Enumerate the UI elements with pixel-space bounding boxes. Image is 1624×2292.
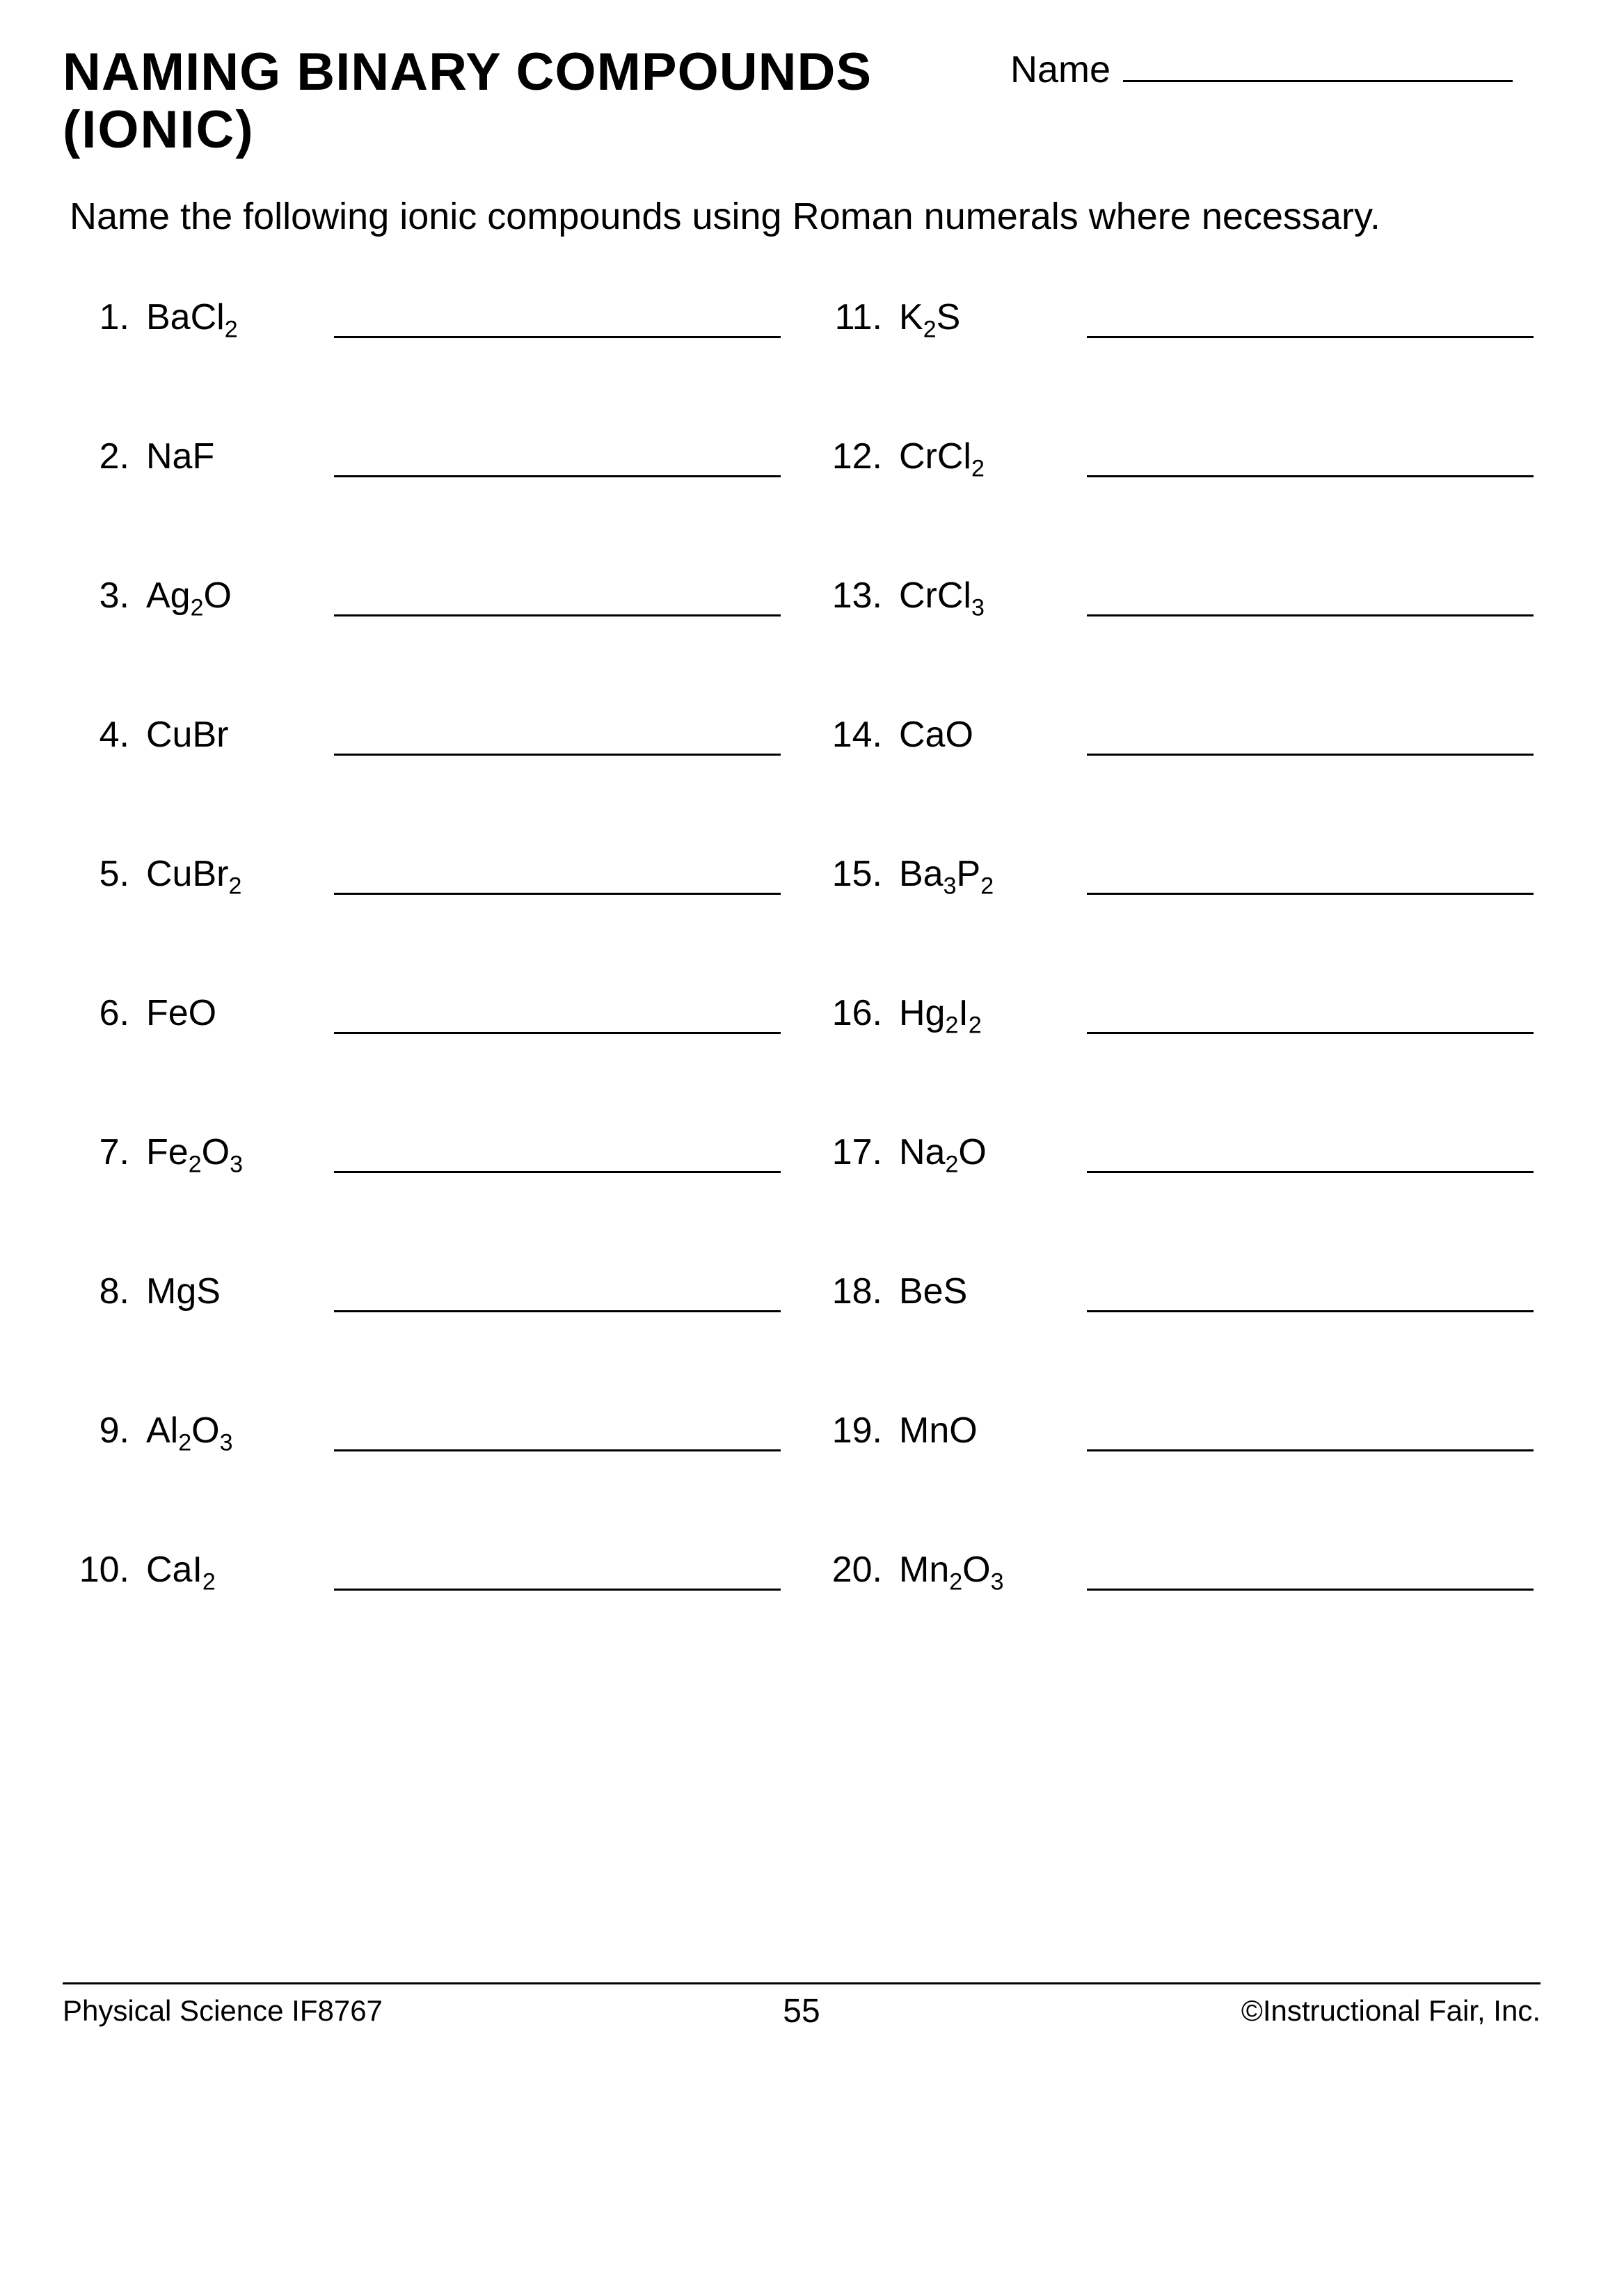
answer-blank-line[interactable] [334,583,781,616]
answer-blank-line[interactable] [334,305,781,338]
question-number: 7. [70,1131,139,1173]
question-item: 5.CuBr2 [70,843,781,895]
question-item: 1.BaCl2 [70,287,781,338]
worksheet-title-line2: (IONIC) [63,100,1010,160]
answer-blank-line[interactable] [1087,444,1534,477]
answer-blank-line[interactable] [334,722,781,756]
chemical-formula: BaCl2 [139,296,313,338]
answer-blank-line[interactable] [1087,1418,1534,1451]
chemical-formula: FeO [139,992,313,1034]
answer-blank-line[interactable] [1087,1140,1534,1173]
chemical-formula: CuBr2 [139,853,313,895]
question-item: 6.FeO [70,982,781,1034]
question-number: 19. [822,1410,892,1451]
question-item: 12.CrCl2 [822,426,1534,477]
answer-blank-line[interactable] [1087,1557,1534,1591]
right-column: 11.K2S 12.CrCl2 13.CrCl3 14.CaO 15.Ba3P2 16.H… [822,287,1534,1678]
question-number: 2. [70,436,139,477]
answer-blank-line[interactable] [334,861,781,895]
question-item: 8.MgS [70,1261,781,1312]
name-field: Name [1010,47,1513,91]
question-number: 18. [822,1271,892,1312]
question-number: 10. [70,1549,139,1591]
question-item: 10.CaI2 [70,1539,781,1591]
question-number: 13. [822,575,892,616]
question-item: 15.Ba3P2 [822,843,1534,895]
question-number: 16. [822,992,892,1034]
answer-blank-line[interactable] [334,444,781,477]
chemical-formula: CrCl2 [892,436,1066,477]
left-column: 1.BaCl22.NaF3.Ag2O4.CuBr5.CuBr26.FeO7.Fe… [70,287,781,1678]
question-number: 8. [70,1271,139,1312]
chemical-formula: Ag2O [139,575,313,616]
title-block: NAMING BINARY COMPOUNDS (IONIC) [63,42,1010,160]
answer-blank-line[interactable] [334,1279,781,1312]
chemical-formula: Na2O [892,1131,1066,1173]
question-item: 7.Fe2O3 [70,1122,781,1173]
chemical-formula: Al2O3 [139,1410,313,1451]
chemical-formula: Hg2I2 [892,992,1066,1034]
question-number: 20. [822,1549,892,1591]
answer-blank-line[interactable] [1087,305,1534,338]
question-item: 16.Hg2I2 [822,982,1534,1034]
question-number: 14. [822,714,892,756]
chemical-formula: CaI2 [139,1549,313,1591]
question-number: 1. [70,296,139,338]
question-item: 19.MnO [822,1400,1534,1451]
question-number: 15. [822,853,892,895]
question-number: 3. [70,575,139,616]
name-blank-line[interactable] [1123,47,1513,82]
worksheet-title-line1: NAMING BINARY COMPOUNDS [63,42,1010,102]
question-item: 14.CaO [822,704,1534,756]
question-item: 20.Mn2O3 [822,1539,1534,1591]
question-item: 11.K2S [822,287,1534,338]
question-item: 9.Al2O3 [70,1400,781,1451]
chemical-formula: CaO [892,714,1066,756]
name-label: Name [1010,48,1110,91]
question-item: 18.BeS [822,1261,1534,1312]
answer-blank-line[interactable] [1087,1279,1534,1312]
question-item: 4.CuBr [70,704,781,756]
chemical-formula: BeS [892,1271,1066,1312]
question-number: 9. [70,1410,139,1451]
question-number: 6. [70,992,139,1034]
question-number: 4. [70,714,139,756]
question-number: 5. [70,853,139,895]
page-footer: Physical Science IF8767 55 ©Instructiona… [63,1982,1541,2028]
question-columns: 1.BaCl22.NaF3.Ag2O4.CuBr5.CuBr26.FeO7.Fe… [63,287,1541,1678]
answer-blank-line[interactable] [334,1001,781,1034]
answer-blank-line[interactable] [334,1557,781,1591]
chemical-formula: CuBr [139,714,313,756]
question-item: 13.CrCl3 [822,565,1534,616]
answer-blank-line[interactable] [1087,1001,1534,1034]
chemical-formula: Mn2O3 [892,1549,1066,1591]
question-number: 17. [822,1131,892,1173]
answer-blank-line[interactable] [334,1140,781,1173]
footer-left: Physical Science IF8767 [63,1994,383,2028]
footer-right: ©Instructional Fair, Inc. [1241,1994,1541,2028]
answer-blank-line[interactable] [1087,583,1534,616]
footer-page-number: 55 [783,1992,820,2030]
chemical-formula: MnO [892,1410,1066,1451]
question-item: 17.Na2O [822,1122,1534,1173]
question-number: 12. [822,436,892,477]
header-row: NAMING BINARY COMPOUNDS (IONIC) Name [63,42,1541,160]
answer-blank-line[interactable] [334,1418,781,1451]
answer-blank-line[interactable] [1087,722,1534,756]
question-number: 11. [822,296,892,338]
chemical-formula: MgS [139,1271,313,1312]
chemical-formula: Ba3P2 [892,853,1066,895]
chemical-formula: CrCl3 [892,575,1066,616]
chemical-formula: K2S [892,296,1066,338]
chemical-formula: NaF [139,436,313,477]
question-item: 3.Ag2O [70,565,781,616]
question-item: 2.NaF [70,426,781,477]
answer-blank-line[interactable] [1087,861,1534,895]
instructions-text: Name the following ionic compounds using… [70,195,1541,238]
chemical-formula: Fe2O3 [139,1131,313,1173]
